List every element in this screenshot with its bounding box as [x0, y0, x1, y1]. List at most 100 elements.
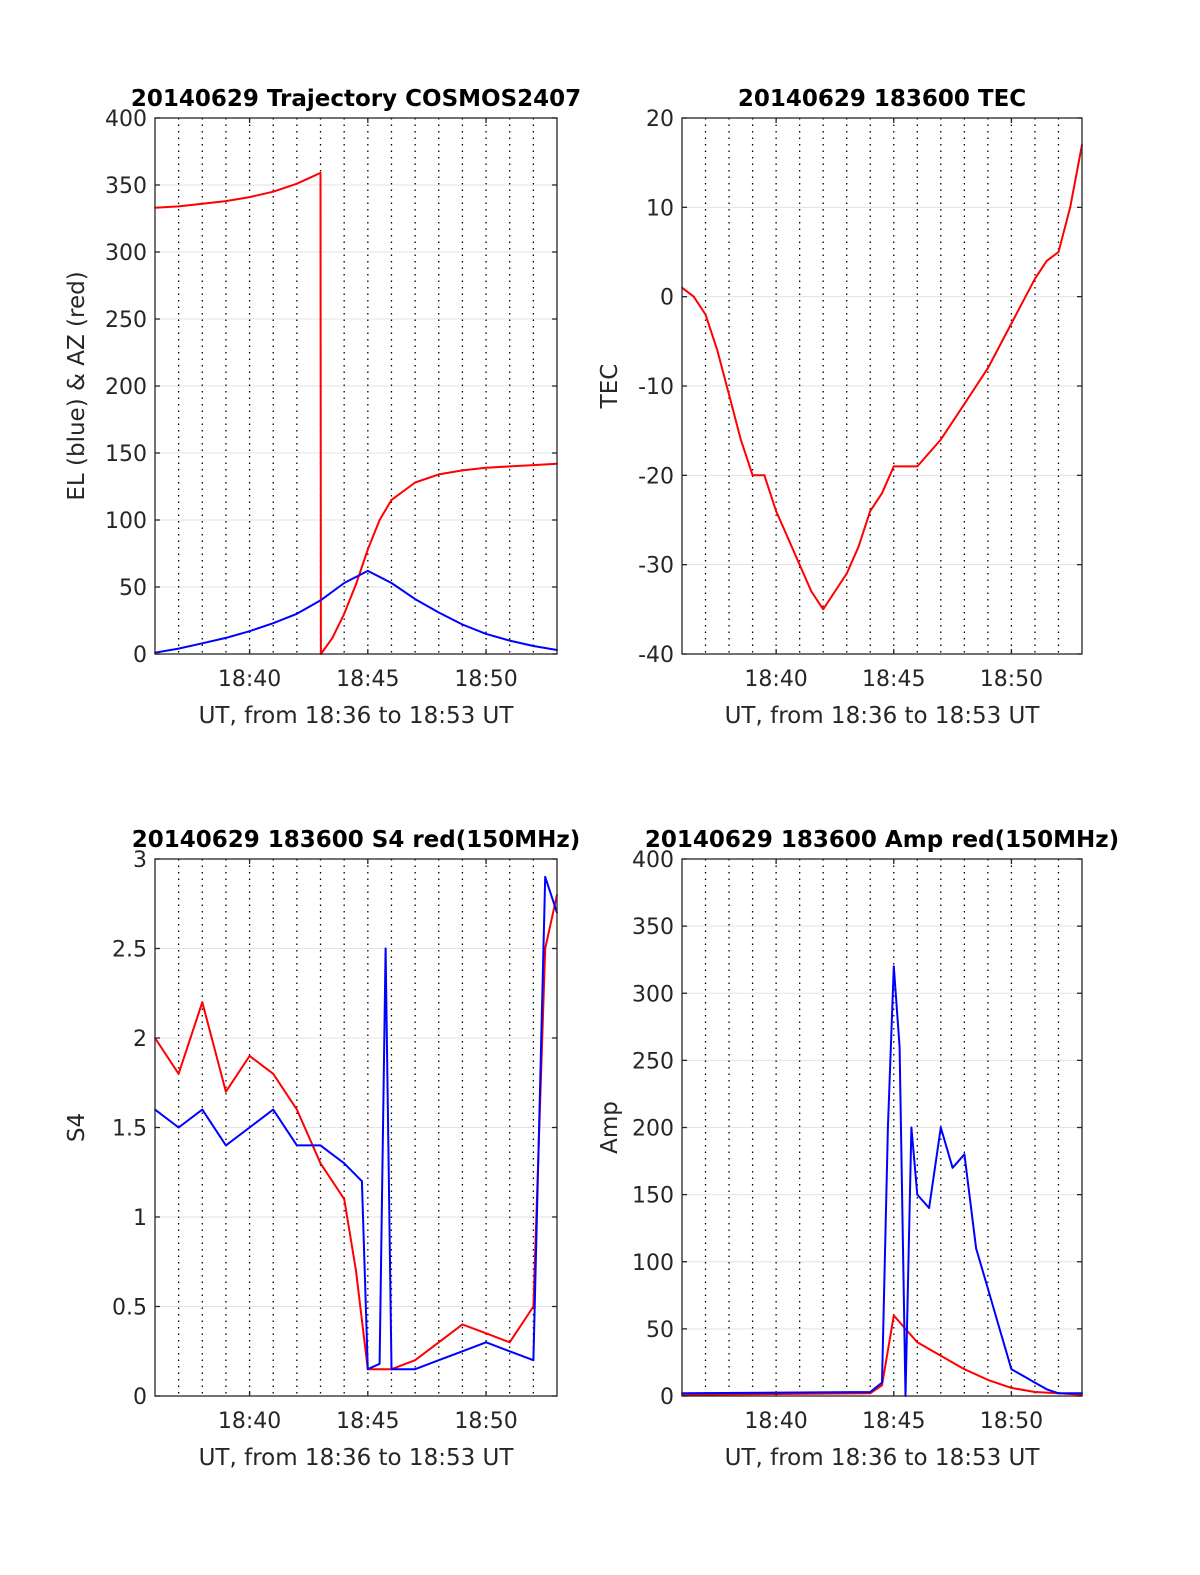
data-point	[910, 1126, 913, 1129]
chart-title: 20140629 183600 TEC	[738, 86, 1026, 112]
x-axis-label: UT, from 18:36 to 18:53 UT	[199, 1445, 515, 1471]
data-point	[414, 481, 416, 484]
data-point	[355, 583, 357, 586]
y-tick-label: -30	[638, 554, 674, 579]
data-point	[319, 1162, 322, 1165]
y-tick-label: 350	[632, 915, 674, 940]
data-point	[225, 1090, 227, 1093]
data-point	[414, 1359, 416, 1362]
data-point	[1034, 1381, 1036, 1384]
data-point	[532, 645, 535, 647]
data-point	[1045, 1388, 1048, 1391]
data-point	[1034, 1391, 1036, 1393]
data-point	[881, 492, 883, 495]
data-point	[532, 464, 535, 466]
data-point	[177, 1126, 180, 1129]
data-point	[916, 1193, 919, 1196]
data-point	[296, 182, 298, 185]
data-point	[319, 172, 322, 174]
data-point	[461, 469, 464, 472]
series-line-1	[681, 144, 1083, 611]
data-point	[272, 622, 275, 625]
y-tick-label: 350	[105, 174, 147, 199]
y-tick-label: 200	[105, 375, 147, 400]
data-point	[414, 598, 416, 600]
x-tick-label: 18:45	[862, 667, 925, 692]
data-point	[892, 1314, 895, 1317]
data-point	[916, 1341, 919, 1344]
y-tick-label: 0	[660, 286, 674, 311]
data-point	[939, 1126, 942, 1129]
data-point	[1057, 251, 1060, 253]
y-tick-label: 300	[105, 241, 147, 266]
data-point	[296, 1108, 298, 1111]
chart-panel-1: 0 50 100 150 200 250 300 350 400 18:40 18:45 18:50 2…	[64, 86, 581, 729]
x-tick-label: 18:40	[744, 667, 807, 692]
data-point	[177, 1072, 180, 1075]
data-point	[248, 196, 251, 199]
data-point	[201, 1108, 204, 1111]
data-point	[963, 1153, 966, 1156]
data-point	[508, 465, 511, 468]
x-tick-label: 18:45	[336, 667, 399, 692]
y-tick-label: -40	[638, 643, 674, 668]
series-line-2	[681, 965, 1082, 1397]
data-point	[485, 466, 487, 469]
data-point	[998, 1328, 1001, 1330]
data-point	[892, 965, 895, 968]
data-point	[987, 1287, 989, 1290]
x-tick-label: 18:45	[336, 1409, 399, 1434]
data-point	[461, 623, 464, 626]
y-tick-label: 150	[105, 442, 147, 467]
y-axis-label: TEC	[597, 364, 623, 410]
data-point	[704, 313, 707, 316]
data-point	[798, 563, 801, 566]
data-point	[248, 630, 251, 633]
y-tick-label: 300	[632, 982, 674, 1007]
data-point	[975, 1247, 977, 1250]
data-point	[1010, 322, 1013, 325]
y-axis-label: Amp	[597, 1101, 623, 1154]
data-point	[201, 202, 204, 205]
x-axis-label: UT, from 18:36 to 18:53 UT	[725, 1445, 1041, 1471]
y-tick-label: 400	[105, 107, 147, 132]
data-point	[508, 1341, 511, 1344]
x-axis-label: UT, from 18:36 to 18:53 UT	[199, 703, 515, 729]
data-point	[366, 570, 369, 572]
chart-panel-2: -40 -30 -20 -10 0 10 20 18:40 18:45 18:50 20140629…	[597, 86, 1083, 729]
data-point	[272, 1108, 275, 1111]
data-point	[437, 611, 440, 614]
data-point	[272, 190, 275, 193]
data-point	[1034, 277, 1036, 280]
data-point	[869, 1391, 872, 1393]
data-point	[296, 1144, 298, 1147]
y-tick-label: 150	[632, 1184, 674, 1209]
data-point	[437, 1341, 440, 1344]
data-point	[225, 637, 227, 639]
data-point	[225, 200, 227, 203]
data-point	[881, 1384, 883, 1387]
y-tick-label: 0	[133, 1385, 147, 1410]
data-point	[225, 1144, 227, 1147]
data-point	[201, 1001, 204, 1004]
data-point	[331, 637, 334, 639]
data-point	[319, 1144, 322, 1147]
chart-title: 20140629 183600 Amp red(150MHz)	[645, 827, 1119, 853]
x-tick-label: 18:40	[218, 1409, 281, 1434]
data-point	[201, 642, 204, 645]
x-tick-label: 18:50	[980, 1409, 1043, 1434]
data-point	[378, 519, 381, 521]
data-point	[898, 1046, 901, 1048]
x-tick-label: 18:50	[454, 667, 517, 692]
data-point	[939, 438, 942, 441]
data-point	[787, 537, 789, 539]
y-tick-label: 2	[133, 1027, 147, 1052]
data-point	[390, 582, 393, 584]
data-point	[1010, 1387, 1013, 1389]
data-point	[508, 1350, 511, 1353]
y-axis-label: S4	[64, 1113, 90, 1142]
data-point	[461, 1350, 464, 1353]
data-point	[1010, 1368, 1013, 1371]
data-point	[437, 473, 440, 476]
x-tick-label: 18:45	[862, 1409, 925, 1434]
